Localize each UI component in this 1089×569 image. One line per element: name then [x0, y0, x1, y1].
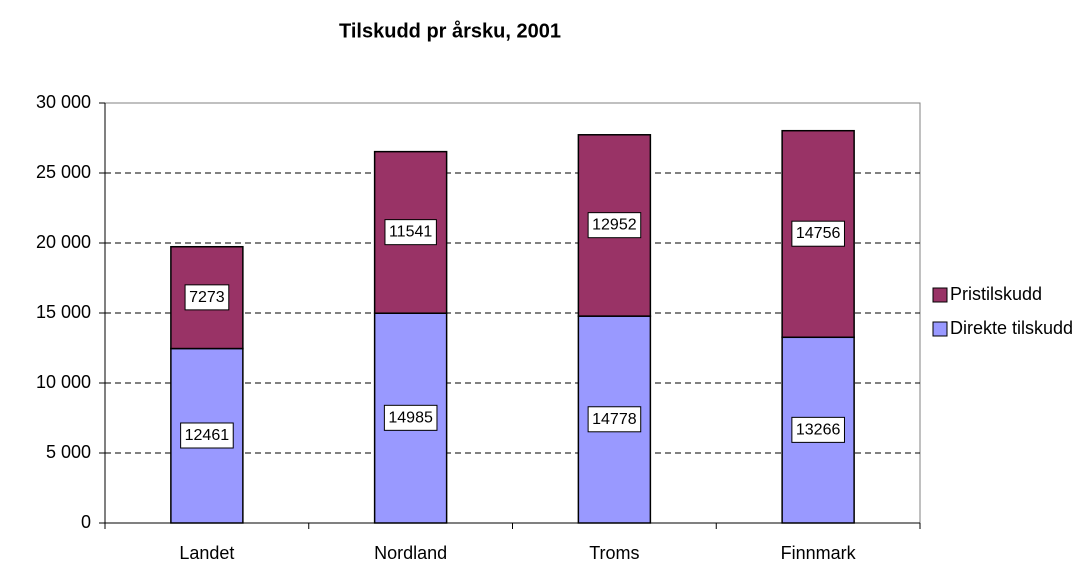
data-label: 11541 [389, 224, 432, 241]
data-label-box [791, 220, 845, 247]
chart-title: Tilskudd pr årsku, 2001 [339, 19, 561, 42]
x-tick-label: Troms [589, 543, 639, 563]
legend-label: Pristilskudd [950, 284, 1042, 304]
legend-swatch [932, 321, 948, 337]
data-label: 13266 [796, 421, 841, 438]
y-tick-label: 5 000 [46, 442, 91, 462]
data-label-box [383, 404, 438, 431]
x-tick-label: Landet [179, 543, 234, 563]
data-label-box [384, 219, 437, 246]
y-tick-label: 0 [81, 512, 91, 532]
data-label: 14756 [796, 225, 841, 242]
x-tick-label: Nordland [374, 543, 447, 563]
y-tick-label: 30 000 [36, 92, 91, 112]
x-tick-label: Finnmark [781, 543, 857, 563]
data-label-box [180, 422, 234, 449]
data-label: 14985 [388, 409, 433, 426]
y-tick-label: 15 000 [36, 302, 91, 322]
legend-swatch [932, 287, 948, 303]
data-label: 14778 [592, 411, 637, 428]
data-label: 7273 [189, 289, 225, 306]
data-label-box [587, 212, 642, 239]
data-label-box [587, 406, 642, 433]
y-tick-label: 10 000 [36, 372, 91, 392]
y-tick-label: 20 000 [36, 232, 91, 252]
y-tick-label: 25 000 [36, 162, 91, 182]
data-label: 12461 [185, 427, 230, 444]
data-label: 12952 [592, 217, 637, 234]
data-label-box [184, 284, 230, 311]
legend-label: Direkte tilskudd [950, 318, 1073, 338]
data-label-box [791, 416, 845, 443]
